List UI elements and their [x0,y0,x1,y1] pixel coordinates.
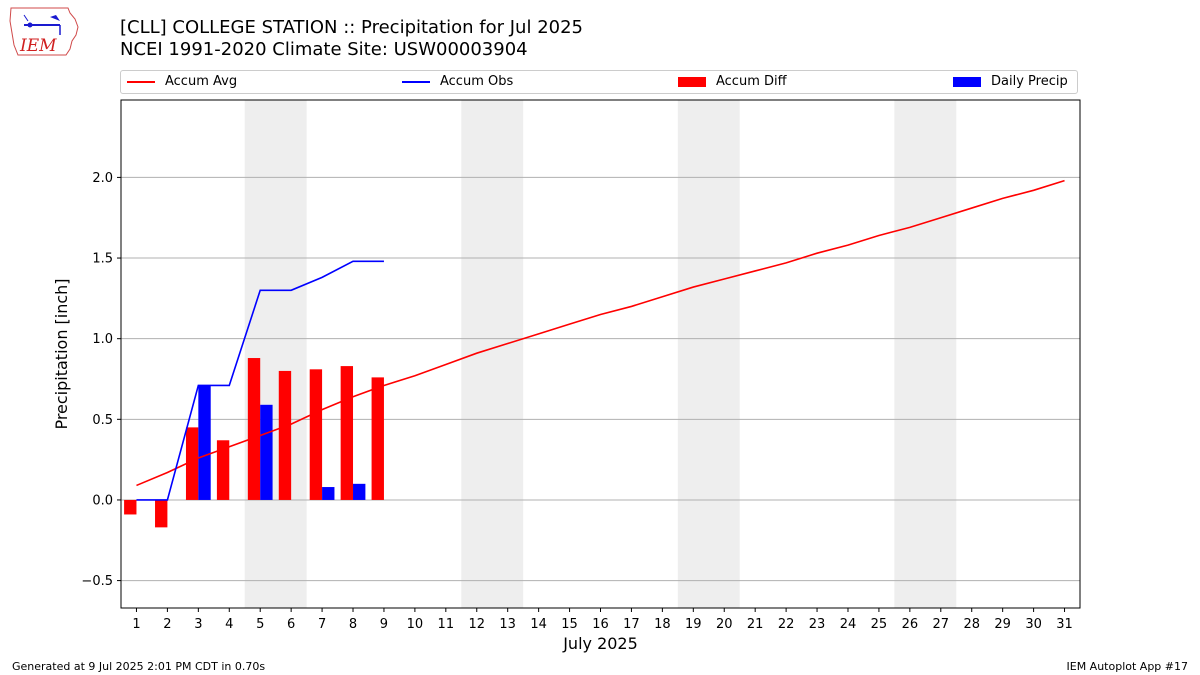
x-tick-label-5: 5 [256,617,264,632]
x-tick-label-12: 12 [468,617,485,632]
iem-logo: IEM [8,5,82,60]
y-tick-label-5: 2.0 [92,171,113,186]
legend-label-accum-diff: Accum Diff [716,74,787,89]
x-tick-label-9: 9 [380,617,388,632]
x-tick-label-31: 31 [1056,617,1073,632]
legend-item-daily-precip: Daily Precip [953,74,1068,89]
x-tick-label-16: 16 [592,617,609,632]
footer-generated-text: Generated at 9 Jul 2025 2:01 PM CDT in 0… [12,660,266,673]
legend: Accum Avg Accum Obs Accum Diff Daily Pre… [120,70,1078,94]
legend-label-accum-avg: Accum Avg [165,74,238,89]
iem-iowa-logo-icon: IEM [9,7,79,56]
x-tick-label-28: 28 [963,617,980,632]
legend-swatch-accum-diff [678,76,706,87]
bar-daily-precip-day-3 [198,385,211,500]
series-line-accum-obs [136,260,384,501]
legend-item-accum-obs: Accum Obs [402,74,513,89]
footer-app-text: IEM Autoplot App #17 [1066,660,1189,673]
x-tick-label-27: 27 [933,617,950,632]
x-tick-label-22: 22 [778,617,795,632]
x-tick-label-18: 18 [654,617,671,632]
bar-daily-precip-day-8 [353,483,366,500]
x-tick-label-19: 19 [685,617,702,632]
bar-accum-diff-day-8 [340,366,354,500]
bar-accum-diff-day-7 [309,369,323,500]
chart-title-line1: [CLL] COLLEGE STATION :: Precipitation f… [120,17,583,38]
bar-daily-precip-day-7 [322,487,335,500]
bar-accum-diff-day-4 [216,440,230,500]
x-tick-label-1: 1 [132,617,140,632]
weekend-shade-2 [677,100,740,608]
legend-swatch-accum-obs [402,80,430,83]
x-tick-label-15: 15 [561,617,578,632]
x-tick-label-8: 8 [349,617,357,632]
x-tick-label-20: 20 [716,617,733,632]
x-tick-label-14: 14 [530,617,547,632]
legend-label-accum-obs: Accum Obs [440,74,514,89]
x-tick-label-29: 29 [994,617,1011,632]
x-tick-label-23: 23 [809,617,826,632]
bar-accum-diff-day-2 [155,499,168,528]
legend-swatch-accum-avg [127,80,155,83]
legend-item-accum-diff: Accum Diff [678,74,787,89]
chart-title-line2: NCEI 1991-2020 Climate Site: USW00003904 [120,39,528,60]
series-line-accum-avg [136,179,1065,487]
legend-swatch-daily-precip [953,76,981,87]
x-tick-label-25: 25 [871,617,888,632]
y-tick-label-2: 0.5 [92,413,113,428]
bar-accum-diff-day-6 [278,370,292,500]
x-tick-label-2: 2 [163,617,171,632]
bar-accum-diff-day-9 [371,377,384,500]
x-tick-label-4: 4 [225,617,233,632]
weekend-shade-1 [461,100,524,608]
y-tick-label-1: 0.0 [92,493,113,508]
x-tick-label-11: 11 [438,617,455,632]
y-tick-label-4: 1.5 [92,252,113,267]
bar-accum-diff-day-5 [247,358,261,500]
x-tick-label-30: 30 [1025,617,1042,632]
y-tick-label-0: −0.5 [81,574,113,589]
x-tick-label-7: 7 [318,617,326,632]
legend-item-accum-avg: Accum Avg [127,74,237,89]
weekend-shade-0 [244,100,307,608]
x-tick-label-24: 24 [840,617,857,632]
x-axis-label: July 2025 [562,634,638,653]
bar-daily-precip-day-5 [260,404,273,500]
bar-accum-diff-day-3 [185,427,199,500]
weekend-shade-3 [894,100,957,608]
x-tick-label-13: 13 [499,617,516,632]
y-axis-label: Precipitation [inch] [52,278,71,429]
y-tick-label-3: 1.0 [92,332,113,347]
x-tick-label-6: 6 [287,617,295,632]
logo-text: IEM [19,36,57,56]
bar-accum-diff-day-1 [124,499,137,515]
x-tick-label-17: 17 [623,617,640,632]
x-tick-label-3: 3 [194,617,202,632]
x-tick-label-10: 10 [407,617,424,632]
x-tick-label-26: 26 [902,617,919,632]
legend-label-daily-precip: Daily Precip [991,74,1068,89]
x-tick-label-21: 21 [747,617,764,632]
